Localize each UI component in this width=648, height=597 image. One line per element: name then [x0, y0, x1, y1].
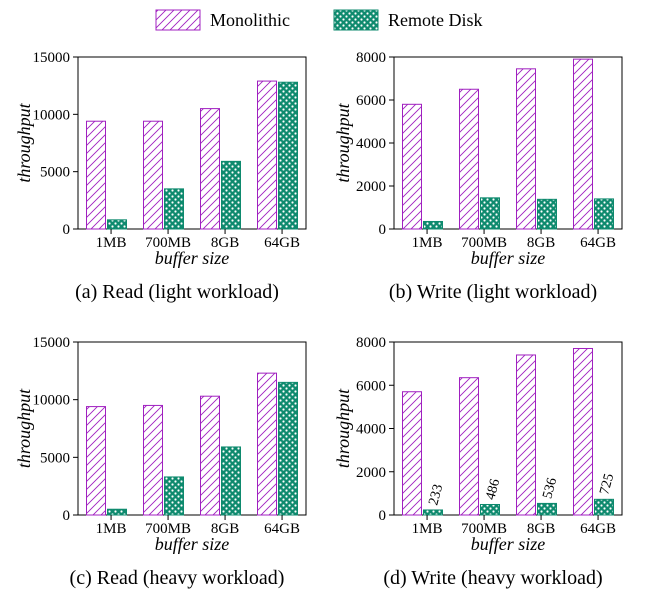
y-axis-label-c: throughput	[14, 388, 34, 468]
x-tick-label-d-1mb: 1MB	[412, 521, 443, 537]
legend-item-remote-disk: Remote Disk	[333, 9, 483, 31]
x-tick-label-a-1mb: 1MB	[96, 235, 127, 251]
bar-c-monolithic-700mb	[143, 404, 163, 516]
y-tick-label-d-4: 8000	[356, 335, 386, 351]
bar-d-monolithic-8gb	[516, 354, 536, 516]
bar-c-remote-disk-64gb	[278, 381, 298, 516]
x-tick-label-a-700mb: 700MB	[145, 235, 191, 251]
legend: Monolithic Remote Disk	[155, 9, 483, 31]
y-tick-label-c-1: 5000	[40, 450, 70, 466]
bar-a-monolithic-8gb	[200, 108, 220, 230]
bar-b-monolithic-700mb	[459, 88, 479, 230]
x-tick-label-d-64gb: 64GB	[580, 521, 616, 537]
x-tick-label-a-64gb: 64GB	[264, 235, 300, 251]
legend-swatch-monolithic	[155, 9, 201, 31]
y-tick-label-a-0: 0	[63, 222, 71, 238]
x-tick-label-c-700mb: 700MB	[145, 521, 191, 537]
bar-d-monolithic-700mb	[459, 377, 479, 516]
y-tick-label-c-2: 10000	[33, 393, 71, 409]
bar-c-monolithic-8gb	[200, 395, 220, 516]
bar-c-monolithic-64gb	[257, 372, 277, 516]
bar-c-remote-disk-8gb	[221, 446, 241, 516]
y-tick-label-b-1: 2000	[356, 179, 386, 195]
y-axis-label-a: throughput	[14, 102, 34, 182]
bar-a-monolithic-64gb	[257, 80, 277, 230]
bar-c-remote-disk-1mb	[107, 508, 127, 516]
chart-panel-a: 0 5000 10000 15000 1MB 700MB 8GB 64GB buffer siz…	[14, 50, 307, 303]
x-tick-label-b-1mb: 1MB	[412, 235, 443, 251]
caption-b: (b) Write (light workload)	[389, 281, 597, 303]
x-tick-label-a-8gb: 8GB	[211, 235, 239, 251]
x-tick-label-c-8gb: 8GB	[211, 521, 239, 537]
x-tick-label-b-700mb: 700MB	[461, 235, 507, 251]
x-tick-label-b-64gb: 64GB	[580, 235, 616, 251]
data-label-d-3: 725	[597, 472, 617, 496]
bar-d-remote-disk-700mb	[480, 503, 500, 516]
bar-a-monolithic-1mb	[86, 120, 106, 230]
bar-d-monolithic-1mb	[402, 391, 422, 516]
x-tick-label-d-700mb: 700MB	[461, 521, 507, 537]
y-tick-label-a-3: 15000	[33, 50, 71, 66]
plot-frame-a	[77, 56, 307, 230]
y-tick-label-d-0: 0	[379, 508, 387, 524]
y-tick-label-b-0: 0	[379, 222, 387, 238]
y-axis-label-b: throughput	[333, 102, 353, 182]
legend-label-remote-disk: Remote Disk	[388, 10, 483, 30]
bar-b-monolithic-64gb	[573, 58, 593, 230]
plot-frame-c	[77, 341, 307, 516]
chart-panel-b: 0 2000 4000 6000 8000 1MB 700MB 8GB 64GB buffer s…	[333, 50, 623, 303]
x-tick-label-c-1mb: 1MB	[96, 521, 127, 537]
y-tick-label-c-0: 0	[63, 508, 71, 524]
bar-a-remote-disk-8gb	[221, 160, 241, 230]
bar-a-monolithic-700mb	[143, 120, 163, 230]
y-axis-label-d: throughput	[333, 388, 353, 468]
y-tick-label-d-1: 2000	[356, 465, 386, 481]
x-axis-label-d: buffer size	[471, 534, 546, 554]
data-label-d-0: 233	[426, 483, 446, 507]
bar-b-monolithic-8gb	[516, 68, 536, 230]
x-tick-label-d-8gb: 8GB	[527, 521, 555, 537]
x-tick-label-b-8gb: 8GB	[527, 235, 555, 251]
bar-b-remote-disk-1mb	[423, 220, 443, 230]
data-label-d-2: 536	[540, 476, 560, 500]
y-tick-label-d-3: 6000	[356, 378, 386, 394]
y-tick-label-d-2: 4000	[356, 422, 386, 438]
chart-panel-d: 0 2000 4000 6000 8000 1MB 700MB 8GB 64GB 233 486 53…	[333, 335, 623, 589]
x-axis-label-b: buffer size	[471, 248, 546, 268]
y-tick-label-b-2: 4000	[356, 136, 386, 152]
y-tick-label-c-3: 15000	[33, 335, 71, 351]
y-tick-label-b-4: 8000	[356, 50, 386, 66]
bar-a-remote-disk-1mb	[107, 219, 127, 230]
caption-d: (d) Write (heavy workload)	[383, 567, 602, 589]
bar-b-remote-disk-700mb	[480, 197, 500, 230]
bar-b-remote-disk-64gb	[594, 198, 614, 230]
bar-c-monolithic-1mb	[86, 406, 106, 516]
caption-c: (c) Read (heavy workload)	[70, 567, 285, 589]
x-axis-label-a: buffer size	[155, 248, 230, 268]
bar-d-remote-disk-64gb	[594, 498, 614, 516]
bar-d-remote-disk-8gb	[537, 502, 557, 516]
bar-d-monolithic-64gb	[573, 347, 593, 516]
x-tick-label-c-64gb: 64GB	[264, 521, 300, 537]
x-axis-label-c: buffer size	[155, 534, 230, 554]
caption-a: (a) Read (light workload)	[75, 281, 279, 303]
legend-label-monolithic: Monolithic	[210, 10, 290, 30]
y-tick-label-a-2: 10000	[33, 107, 71, 123]
legend-swatch-remote-disk	[333, 9, 379, 31]
data-label-d-1: 486	[483, 477, 503, 501]
bar-c-remote-disk-700mb	[164, 476, 184, 516]
legend-item-monolithic: Monolithic	[155, 9, 290, 31]
bar-a-remote-disk-700mb	[164, 188, 184, 230]
y-tick-label-a-1: 5000	[40, 165, 70, 181]
y-tick-label-b-3: 6000	[356, 93, 386, 109]
chart-panel-c: 0 5000 10000 15000 1MB 700MB 8GB 64GB buffer siz…	[14, 335, 307, 589]
bar-a-remote-disk-64gb	[278, 81, 298, 230]
bar-b-remote-disk-8gb	[537, 198, 557, 230]
bar-d-remote-disk-1mb	[423, 509, 443, 516]
bar-b-monolithic-1mb	[402, 103, 422, 230]
